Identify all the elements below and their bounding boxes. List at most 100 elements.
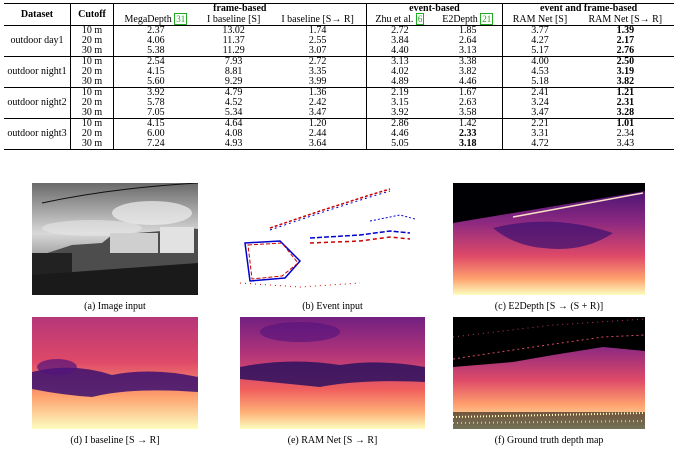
value-cell: 1.42 xyxy=(433,118,503,129)
table-row: 20 m 6.00 4.08 2.44 4.46 2.33 3.31 2.34 xyxy=(4,129,674,139)
value-cell: 3.13 xyxy=(458,45,477,56)
value-cell: 3.18 xyxy=(433,139,503,150)
value-cell: 3.35 xyxy=(308,66,327,77)
table-row: outdoor night3 10 m 4.15 4.64 1.20 2.86 1.42 2.… xyxy=(4,118,674,150)
value-cell: 4.89 xyxy=(365,77,434,88)
value-cell: 7.24 xyxy=(112,139,198,150)
value-cell: 1.67 xyxy=(433,87,503,98)
value-cell: 2.34 xyxy=(616,128,635,139)
value-cell: 4.02 xyxy=(365,67,434,77)
value-cell: 1.20 xyxy=(269,118,367,129)
caption-ibaseline: (d) I baseline [S → R] xyxy=(70,435,160,446)
value-cell: 4.53 xyxy=(502,67,577,77)
value-cell: 8.81 xyxy=(224,66,243,77)
value-cell: 3.15 xyxy=(365,98,434,108)
value-cell: 2.17 xyxy=(616,35,635,46)
value-cell: 2.63 xyxy=(458,97,477,108)
table-row: 20 m 4.06 11.37 2.55 3.84 2.64 4.27 2.17 xyxy=(4,36,674,46)
citation-megadepth[interactable]: 31 xyxy=(174,13,188,25)
value-cell: 9.29 xyxy=(224,76,243,87)
header-group-frame: frame-based xyxy=(113,3,367,14)
value-cell: 2.44 xyxy=(308,128,327,139)
value-cell: 1.39 xyxy=(576,25,674,36)
cutoff-cell: 30 m xyxy=(70,139,114,150)
value-cell: 3.84 xyxy=(365,36,434,46)
cutoff-cell: 10 m xyxy=(70,25,114,36)
value-cell: 1.74 xyxy=(269,25,367,36)
cutoff-cell: 20 m xyxy=(70,129,114,139)
value-cell: 3.28 xyxy=(616,107,635,118)
value-cell: 3.19 xyxy=(616,66,635,77)
cutoff-cell: 20 m xyxy=(70,36,114,46)
ibaseline-figure xyxy=(32,317,198,429)
value-cell: 2.37 xyxy=(112,25,198,36)
header-e2depth: E2Depth 21 xyxy=(442,13,494,25)
value-cell: 4.79 xyxy=(197,87,270,98)
value-cell: 3.38 xyxy=(433,56,503,67)
value-cell: 11.29 xyxy=(222,45,245,56)
value-cell: 2.72 xyxy=(365,25,434,36)
dataset-cell: outdoor night3 xyxy=(4,118,71,150)
dataset-cell: outdoor night1 xyxy=(4,56,71,88)
value-cell: 7.05 xyxy=(112,108,198,119)
value-cell: 13.02 xyxy=(197,25,270,36)
cutoff-cell: 30 m xyxy=(70,108,114,119)
value-cell: 4.72 xyxy=(502,139,577,150)
citation-zhu[interactable]: 6 xyxy=(415,13,425,25)
value-cell: 3.31 xyxy=(502,129,577,139)
table-row: 20 m 5.78 4.52 2.42 3.15 2.63 3.24 2.31 xyxy=(4,98,674,108)
dataset-cell: outdoor night2 xyxy=(4,87,71,119)
event-input-figure xyxy=(240,183,425,295)
table-row: outdoor night2 10 m 3.92 4.79 1.36 2.19 1.67 2.… xyxy=(4,87,674,119)
value-cell: 5.17 xyxy=(502,46,577,57)
value-cell: 2.86 xyxy=(365,118,434,129)
value-cell: 5.38 xyxy=(112,46,198,57)
table-row: 30 m 5.38 11.29 3.07 4.40 3.13 5.17 2.76 xyxy=(4,46,674,57)
value-cell: 2.76 xyxy=(616,45,635,56)
cutoff-cell: 10 m xyxy=(70,118,114,129)
value-cell: 6.00 xyxy=(112,129,198,139)
value-cell: 3.92 xyxy=(112,87,198,98)
cutoff-cell: 20 m xyxy=(70,67,114,77)
value-cell: 3.47 xyxy=(308,107,327,118)
caption-event-input: (b) Event input xyxy=(302,301,363,312)
value-cell: 4.93 xyxy=(197,139,270,150)
value-cell: 4.40 xyxy=(365,46,434,57)
cutoff-cell: 30 m xyxy=(70,77,114,88)
value-cell: 5.05 xyxy=(365,139,434,150)
header-group-both: event and frame-based xyxy=(502,3,674,14)
value-cell: 4.27 xyxy=(502,36,577,46)
header-dataset: Dataset xyxy=(4,3,71,26)
cutoff-cell: 10 m xyxy=(70,87,114,98)
value-cell: 2.64 xyxy=(458,35,477,46)
value-cell: 2.19 xyxy=(365,87,434,98)
value-cell: 4.52 xyxy=(224,97,243,108)
value-cell: 7.93 xyxy=(197,56,270,67)
value-cell: 3.47 xyxy=(502,108,577,119)
value-cell: 2.72 xyxy=(269,56,367,67)
value-cell: 4.15 xyxy=(112,118,198,129)
citation-e2depth[interactable]: 21 xyxy=(480,13,494,25)
value-cell: 4.06 xyxy=(112,36,198,46)
header-ramnet-s: RAM Net [S] xyxy=(502,14,577,26)
value-cell: 3.82 xyxy=(458,66,477,77)
table-row: outdoor day1 10 m 2.37 13.02 1.74 2.72 1.85 3.7… xyxy=(4,25,674,57)
value-cell: 4.46 xyxy=(458,76,477,87)
header-megadepth: MegaDepth 31 xyxy=(112,13,198,26)
value-cell: 3.64 xyxy=(269,139,367,150)
caption-ground-truth: (f) Ground truth depth map xyxy=(494,435,604,446)
value-cell: 1.36 xyxy=(269,87,367,98)
value-cell: 2.42 xyxy=(308,97,327,108)
value-cell: 3.99 xyxy=(308,76,327,87)
caption-ramnet: (e) RAM Net [S → R] xyxy=(287,435,378,446)
cutoff-cell: 20 m xyxy=(70,98,114,108)
value-cell: 4.00 xyxy=(502,56,577,67)
caption-e2depth: (c) E2Depth [S → (S + R)] xyxy=(494,301,604,312)
header-cutoff: Cutoff xyxy=(70,3,114,26)
value-cell: 5.34 xyxy=(224,107,243,118)
table-row: 20 m 4.15 8.81 3.35 4.02 3.82 4.53 3.19 xyxy=(4,67,674,77)
header-ibaseline-s: I baseline [S] xyxy=(206,13,261,25)
table-row: 30 m 7.24 4.93 3.64 5.05 3.18 4.72 3.43 xyxy=(4,139,674,150)
value-cell: 3.43 xyxy=(576,139,674,150)
value-cell: 3.82 xyxy=(616,76,635,87)
